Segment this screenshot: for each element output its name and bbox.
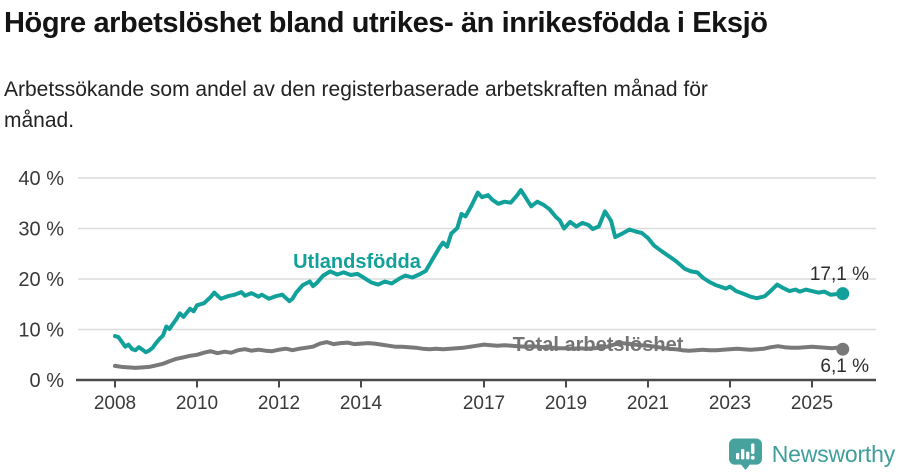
y-axis-labels: 0 % 10 % 20 % 30 % 40 %: [18, 168, 64, 392]
x-axis: 2008 2010 2012 2014 2017 2019 2021 2023 2025: [94, 380, 833, 414]
page-title: Högre arbetslöshet bland utrikes- än inr…: [4, 7, 768, 39]
series-end-value-label: 17,1 %: [810, 264, 869, 285]
x-tick-label: 2023: [709, 393, 751, 414]
series-label: Total arbetslöshet: [513, 334, 684, 356]
subtitle-line-1: Arbetssökande som andel av den registerb…: [4, 78, 708, 101]
x-tick-label: 2021: [627, 393, 669, 414]
series-end-dot: [836, 287, 850, 301]
series-end-value-label: 6,1 %: [820, 356, 869, 377]
series-line-utlandsfodda: [113, 188, 845, 355]
x-tick-label: 2008: [94, 393, 136, 414]
series-end-dot: [836, 342, 850, 356]
subtitle-line-2: månad.: [4, 109, 75, 132]
series-line-total: [113, 340, 845, 370]
y-tick-label: 30 %: [18, 219, 64, 241]
y-tick-label: 10 %: [18, 320, 64, 342]
x-tick-label: 2012: [258, 393, 300, 414]
y-tick-label: 0 %: [30, 370, 65, 392]
y-tick-label: 20 %: [18, 269, 64, 291]
newsworthy-logo-icon: [728, 438, 762, 470]
newsworthy-wordmark: Newsworthy: [771, 440, 895, 467]
x-tick-label: 2010: [176, 393, 218, 414]
y-tick-label: 40 %: [18, 168, 64, 190]
chart-subtitle: Arbetssökande som andel av den registerb…: [4, 74, 864, 136]
gridlines: [76, 177, 876, 382]
x-tick-label: 2019: [545, 393, 587, 414]
series-label: Utlandsfödda: [293, 251, 422, 273]
newsworthy-brand: Newsworthy: [728, 438, 895, 470]
x-tick-label: 2017: [463, 393, 505, 414]
x-tick-label: 2025: [791, 393, 833, 414]
x-tick-label: 2014: [340, 393, 383, 414]
